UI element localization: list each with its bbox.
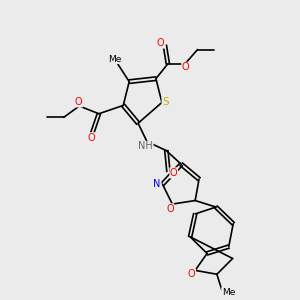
Text: S: S (162, 98, 169, 107)
Text: N: N (153, 178, 161, 189)
Text: NH: NH (138, 141, 153, 152)
Text: O: O (157, 38, 164, 48)
Text: O: O (75, 97, 82, 107)
Text: Me: Me (222, 288, 235, 297)
Text: O: O (182, 62, 190, 72)
Text: O: O (166, 204, 174, 214)
Text: Me: Me (108, 55, 122, 64)
Text: O: O (88, 133, 95, 143)
Text: O: O (170, 168, 178, 178)
Text: O: O (188, 269, 195, 279)
